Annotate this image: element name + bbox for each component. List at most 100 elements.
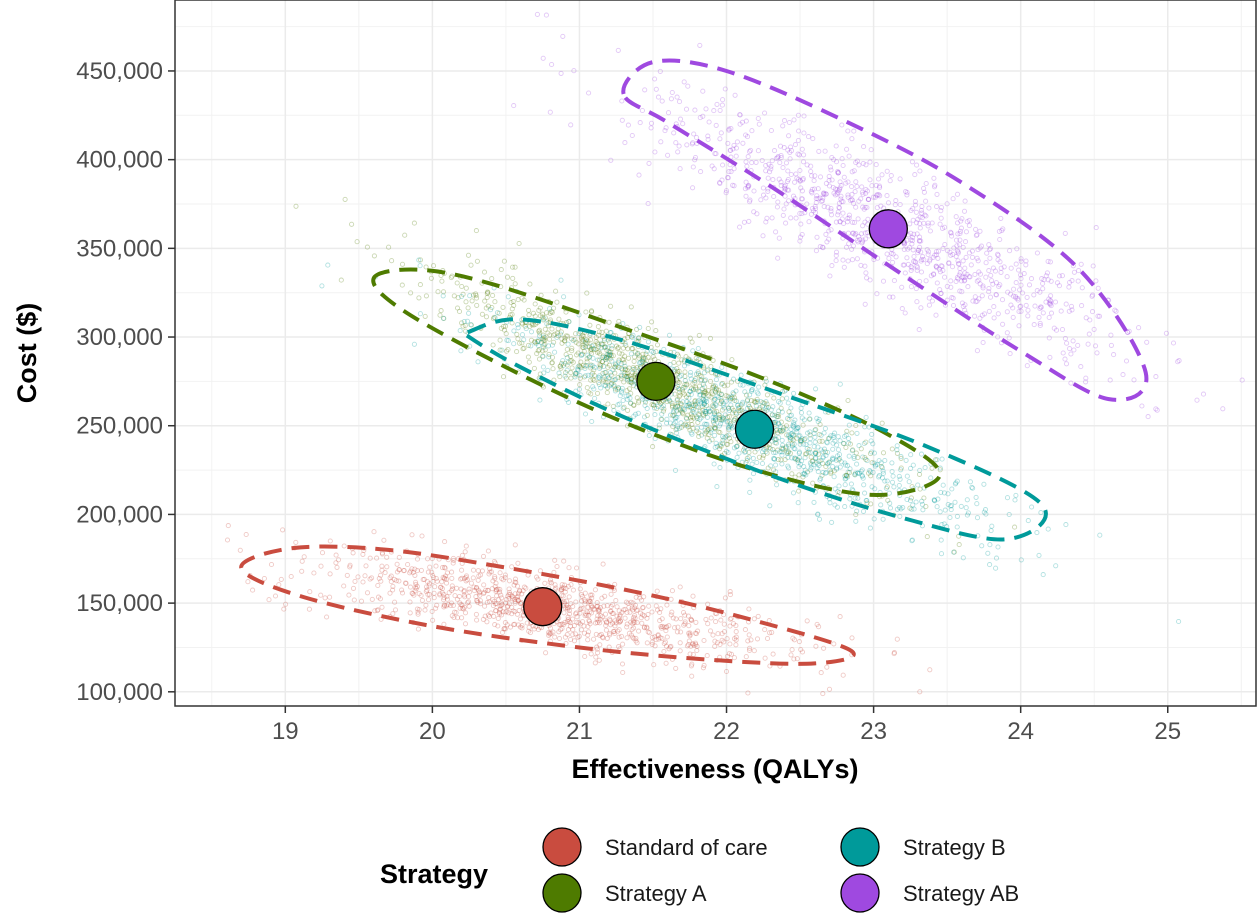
- scatter-point: [617, 401, 623, 407]
- scatter-point: [599, 614, 605, 620]
- scatter-point: [602, 383, 609, 389]
- scatter-point: [567, 353, 574, 359]
- scatter-point: [375, 594, 382, 600]
- scatter-point: [604, 603, 610, 609]
- scatter-point: [497, 603, 503, 609]
- scatter-point: [448, 275, 454, 281]
- scatter-point: [748, 637, 754, 643]
- scatter-point: [596, 609, 602, 615]
- scatter-point: [590, 376, 596, 382]
- scatter-point: [702, 431, 708, 437]
- scatter-point: [824, 439, 830, 445]
- scatter-point: [694, 404, 700, 410]
- scatter-point: [485, 303, 491, 309]
- scatter-point: [429, 569, 435, 575]
- scatter-point: [651, 402, 657, 408]
- scatter-point: [600, 370, 606, 376]
- scatter-point: [413, 579, 419, 585]
- scatter-point: [700, 665, 706, 671]
- scatter-point: [685, 424, 691, 430]
- scatter-point: [687, 651, 693, 657]
- scatter-point: [640, 604, 646, 610]
- scatter-point: [553, 585, 559, 591]
- scatter-point: [615, 628, 621, 634]
- scatter-point: [624, 370, 630, 376]
- scatter-point: [605, 354, 611, 360]
- scatter-point: [515, 593, 521, 599]
- scatter-point: [564, 632, 570, 638]
- scatter-point: [371, 529, 377, 535]
- scatter-point: [432, 584, 438, 590]
- scatter-point: [468, 262, 474, 268]
- scatter-point: [726, 651, 732, 657]
- scatter-point: [719, 637, 725, 643]
- scatter-point: [730, 410, 736, 416]
- scatter-point: [411, 592, 417, 598]
- y-tick-label: 250,000: [76, 413, 163, 440]
- scatter-point: [932, 498, 938, 504]
- scatter-point: [709, 437, 715, 443]
- scatter-point: [582, 363, 588, 369]
- scatter-point: [677, 392, 683, 398]
- scatter-point: [498, 600, 504, 606]
- scatter-point: [693, 355, 699, 361]
- scatter-point: [494, 310, 501, 316]
- scatter-point: [826, 459, 832, 465]
- scatter-point: [712, 410, 718, 416]
- scatter-point: [607, 362, 613, 368]
- scatter-point: [559, 592, 565, 598]
- scatter-point: [491, 558, 497, 565]
- scatter-point: [610, 377, 616, 383]
- scatter-point: [607, 630, 613, 636]
- scatter-point: [675, 370, 681, 376]
- scatter-point: [859, 467, 865, 473]
- scatter-point: [519, 321, 526, 327]
- scatter-point: [705, 621, 711, 627]
- scatter-point: [654, 607, 661, 613]
- scatter-point: [318, 592, 324, 598]
- scatter-point: [552, 582, 558, 588]
- scatter-point: [645, 611, 651, 618]
- scatter-point: [953, 480, 959, 486]
- scatter-point: [563, 598, 570, 604]
- scatter-point: [780, 446, 786, 452]
- legend-label: Strategy A: [605, 881, 707, 906]
- scatter-point: [732, 416, 738, 422]
- scatter-point: [580, 342, 586, 348]
- scatter-point: [712, 383, 718, 389]
- scatter-point: [423, 602, 429, 608]
- scatter-point: [570, 603, 576, 610]
- scatter-point: [611, 587, 617, 593]
- scatter-point: [730, 376, 737, 382]
- scatter-point: [716, 429, 722, 435]
- scatter-point: [856, 443, 862, 449]
- scatter-point: [869, 460, 875, 466]
- scatter-point: [751, 616, 757, 622]
- scatter-point: [595, 324, 601, 330]
- scatter-point: [640, 359, 646, 365]
- scatter-point: [689, 414, 695, 420]
- scatter-point: [421, 576, 427, 582]
- scatter-point: [504, 274, 511, 280]
- scatter-point: [566, 611, 573, 617]
- scatter-point: [684, 382, 690, 388]
- scatter-point: [718, 395, 724, 402]
- scatter-point: [746, 454, 752, 460]
- scatter-point: [545, 330, 551, 336]
- scatter-point: [443, 573, 449, 579]
- scatter-point: [590, 604, 596, 610]
- scatter-point: [661, 640, 667, 647]
- scatter-point: [493, 600, 499, 606]
- scatter-point: [689, 405, 695, 411]
- scatter-point: [574, 352, 580, 358]
- scatter-point: [678, 401, 684, 407]
- scatter-point: [733, 629, 739, 635]
- scatter-point: [559, 621, 565, 627]
- scatter-point: [563, 640, 569, 647]
- scatter-point: [713, 402, 719, 408]
- scatter-point: [500, 374, 507, 380]
- scatter-point: [626, 630, 632, 636]
- scatter-point: [522, 323, 528, 329]
- scatter-point: [637, 324, 643, 330]
- scatter-point: [868, 501, 874, 507]
